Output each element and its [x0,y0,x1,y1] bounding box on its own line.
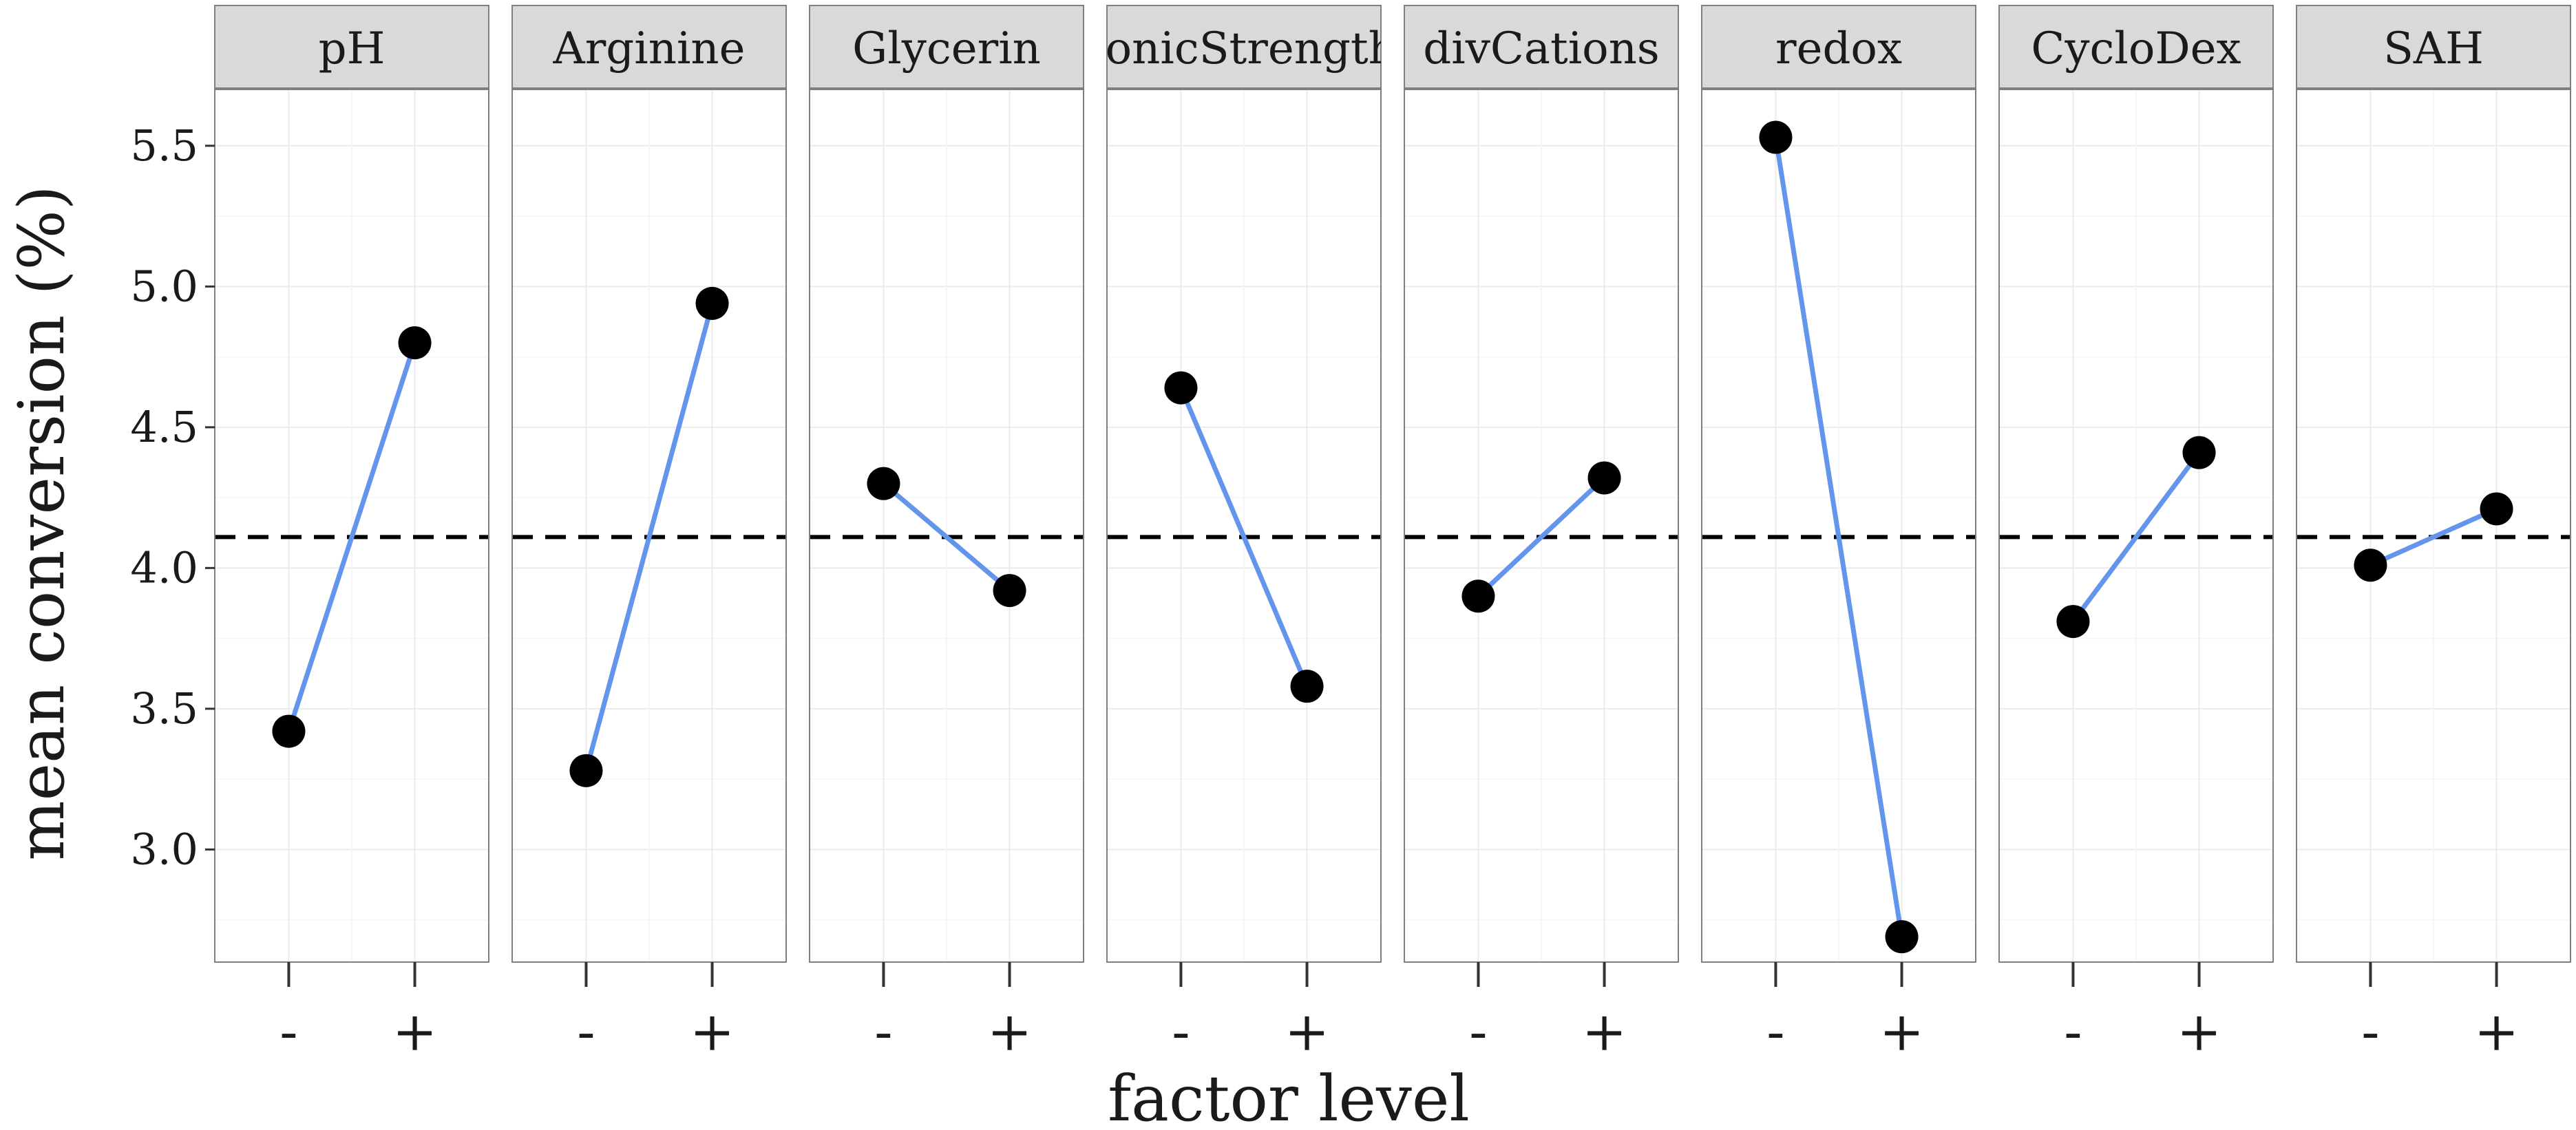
effect-line [1773,136,1904,937]
x-level-label: + [1879,1001,1924,1063]
facet-strip-label: CycloDex [2031,23,2241,74]
panel-border [1998,89,2274,963]
y-tick-label: 3.0 [130,824,198,874]
x-level-label: + [392,1001,437,1063]
panel-border [1404,89,1679,963]
x-level-label: - [1766,1001,1784,1063]
x-level-label: - [874,1001,892,1063]
data-point [2354,548,2387,582]
data-point [1587,461,1621,495]
x-level-label: + [2474,1001,2519,1063]
facet-strip [1404,5,1679,89]
facet-strip-label: redox [1775,23,1902,74]
facet-ionicStrength: ionicStrength - + [1091,5,1397,1063]
data-point [1885,920,1919,954]
x-level-label: - [577,1001,595,1063]
panel-border [2296,89,2571,963]
data-point [1164,371,1198,405]
x-level-label: - [1172,1001,1190,1063]
panel-border [1106,89,1382,963]
data-point [993,574,1026,608]
facet-SAH: SAH - + [2296,5,2571,1063]
facet-strip [214,5,489,89]
x-level-label: - [279,1001,297,1063]
data-point [2480,492,2513,526]
effect-line [584,302,715,771]
data-point [2182,436,2216,469]
facet-strip [2296,5,2571,89]
x-axis-title: factor level [1108,1062,1470,1130]
effect-line [1179,387,1309,687]
effect-line [286,342,417,732]
y-axis: 3.0 3.5 4.0 4.5 5.0 5.5 [130,120,215,874]
facet-strip [1701,5,1976,89]
x-level-label: - [2064,1001,2082,1063]
facet-strip-label: pH [319,23,386,74]
facet-strip [809,5,1084,89]
data-point [1759,120,1793,154]
y-tick-label: 5.5 [130,120,198,171]
x-level-label: + [987,1001,1032,1063]
facet-pH: pH - + [214,5,489,1063]
facet-redox: redox - + [1701,5,1976,1063]
data-point [1461,579,1495,613]
panel-border [1701,89,1976,963]
facet-strip-label: Arginine [552,23,745,74]
effect-line [882,481,1011,593]
effect-line [2369,507,2498,568]
facet-divCations: divCations - + [1404,5,1679,1063]
facet-Glycerin: Glycerin - + [809,5,1084,1063]
data-point [398,326,432,360]
facet-panels: pH- +Arginine- +Glycerin- +ionicStrength- +d… [214,5,2571,1063]
facet-strip-label: Glycerin [852,23,1041,74]
x-level-label: - [2361,1001,2379,1063]
y-tick-label: 3.5 [130,683,198,734]
x-level-label: + [1582,1001,1627,1063]
x-level-label: + [2177,1001,2221,1063]
x-level-label: + [690,1001,735,1063]
panel-border [809,89,1084,963]
y-axis-title: mean conversion (%) [5,185,78,860]
y-tick-label: 5.0 [130,261,198,311]
facet-strip-label: divCations [1423,23,1660,74]
data-point [2056,605,2090,639]
data-point [867,467,900,500]
data-point [695,286,729,320]
facet-strip [511,5,787,89]
panel-border [511,89,787,963]
effect-line [2071,451,2202,623]
data-point [569,754,603,787]
y-tick-label: 4.0 [130,542,198,593]
data-point [272,714,306,748]
x-level-label: + [1285,1001,1329,1063]
facet-strip-label: SAH [2383,23,2484,74]
y-tick-label: 4.5 [130,402,198,452]
facet-CycloDex: CycloDex - + [1998,5,2274,1063]
facet-strip [1998,5,2274,89]
data-point [1290,670,1324,703]
panel-border [214,89,489,963]
facet-strip-label: ionicStrength [1091,23,1397,74]
effect-line [1477,476,1606,598]
x-level-label: - [1469,1001,1487,1063]
facet-strip [1106,5,1382,89]
facet-Arginine: Arginine - + [511,5,787,1063]
